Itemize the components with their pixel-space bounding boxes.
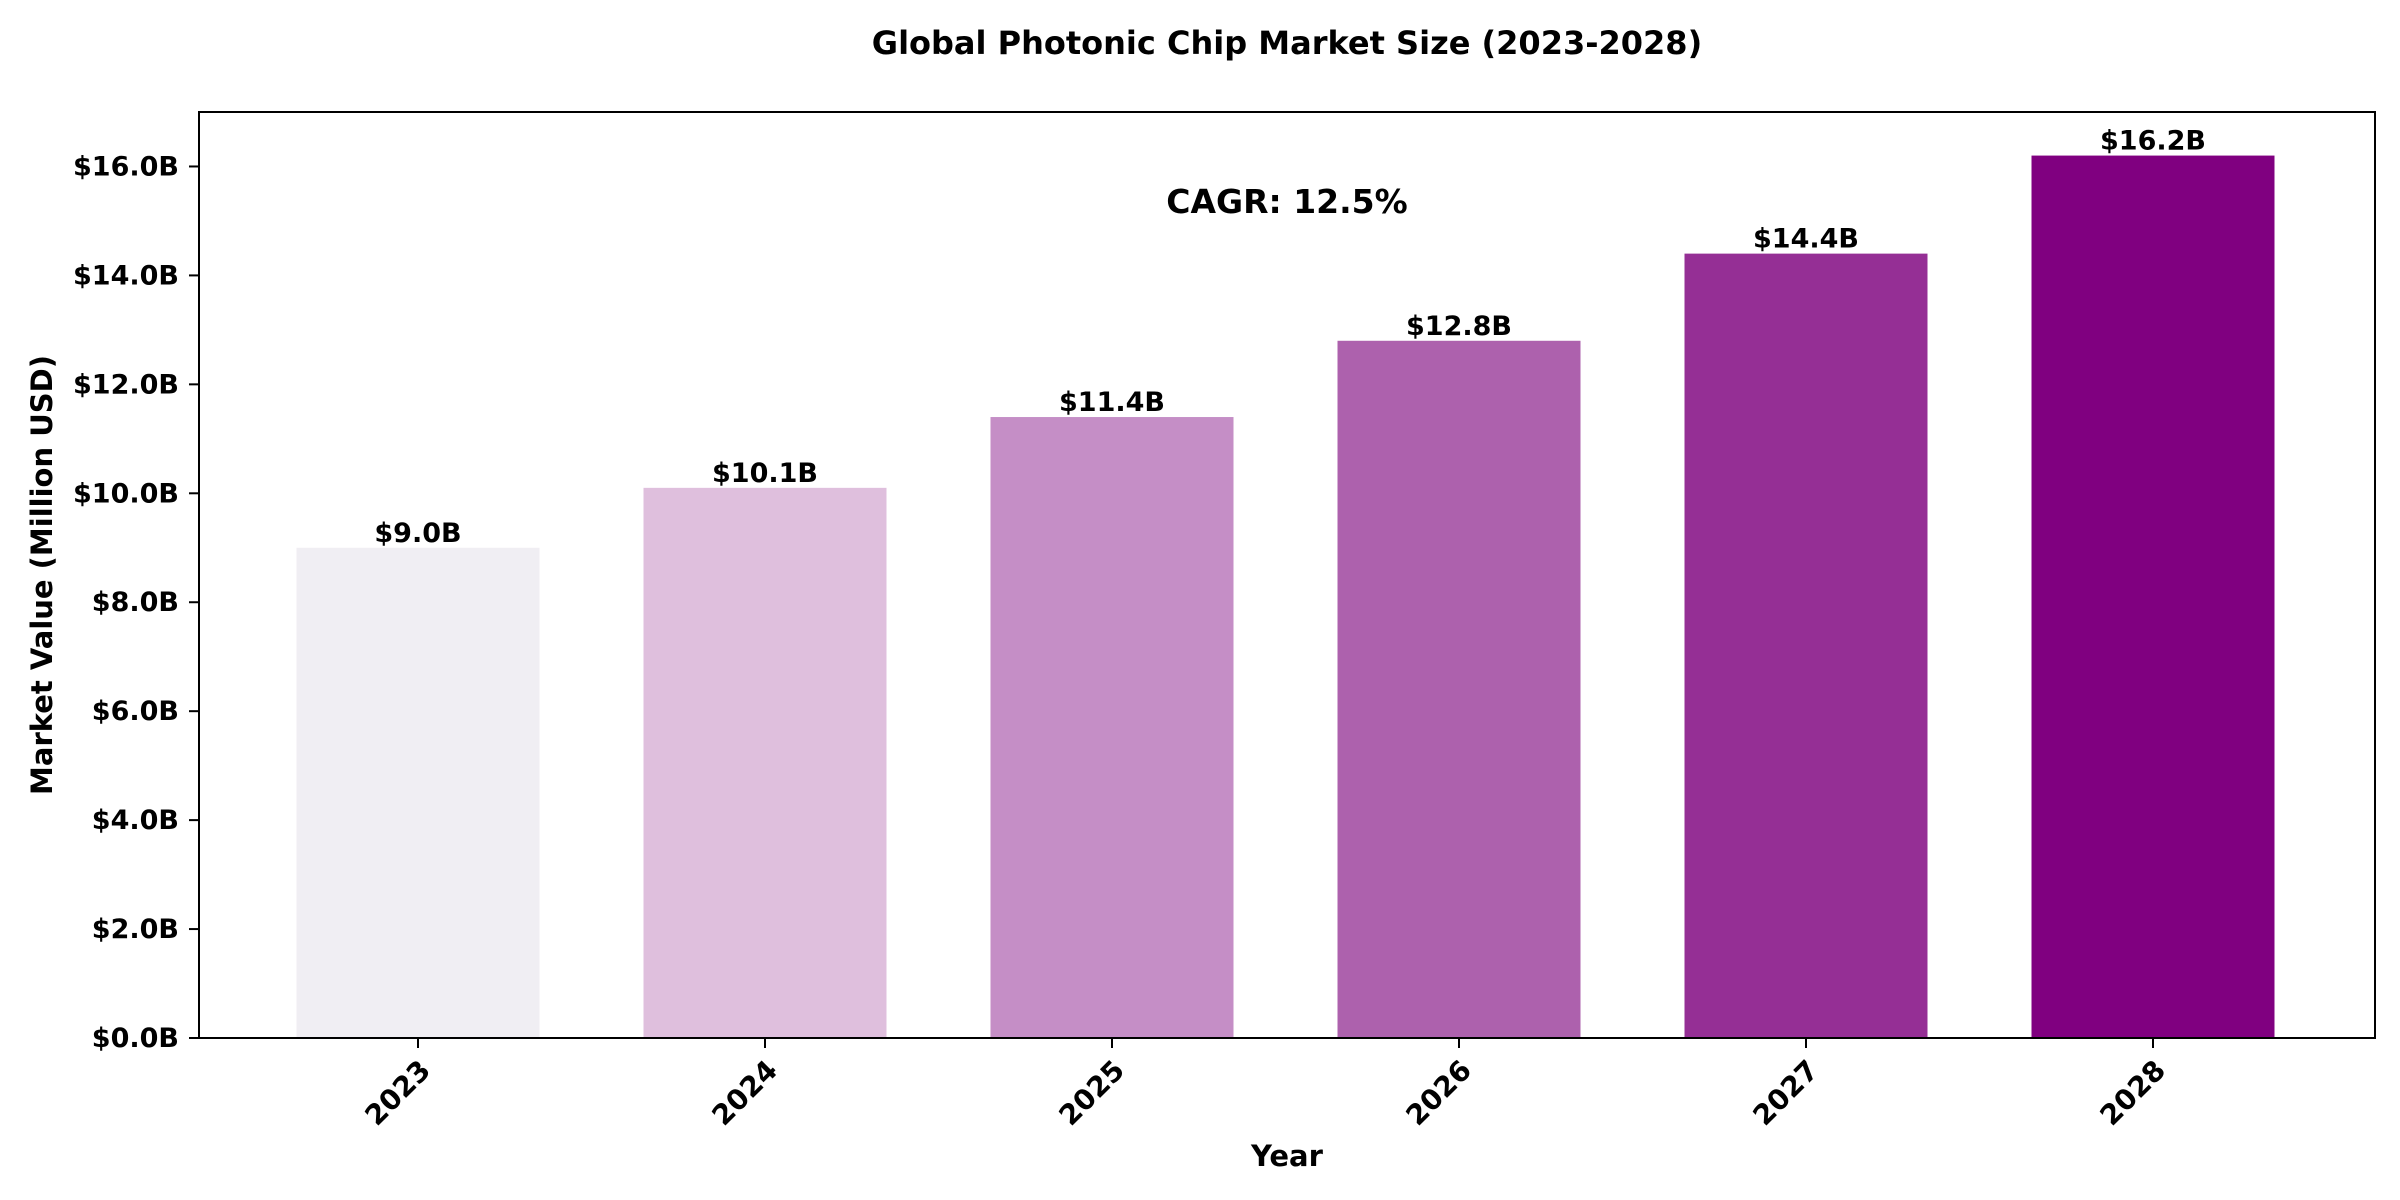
x-tick-label: 2027	[1747, 1054, 1825, 1132]
y-tick-label: $10.0B	[73, 478, 179, 509]
y-axis: $0.0B $2.0B $4.0B $6.0B $8.0B $10.0B $12.0B $14…	[73, 151, 199, 1054]
bar-2023	[296, 547, 540, 1038]
y-tick-label: $12.0B	[73, 369, 179, 400]
y-tick-label: $0.0B	[92, 1023, 179, 1054]
bar-2024	[643, 487, 887, 1038]
bar-2027	[1684, 253, 1928, 1038]
y-tick-label: $14.0B	[73, 260, 179, 291]
bar-value-label: $14.4B	[1753, 224, 1859, 255]
y-axis-label: Market Value (Million USD)	[25, 355, 59, 795]
bar-value-label: $16.2B	[2100, 126, 2206, 157]
x-tick-label: 2026	[1400, 1054, 1478, 1132]
x-tick-label: 2024	[706, 1054, 784, 1132]
y-tick-label: $8.0B	[92, 587, 179, 618]
bar-value-label: $10.1B	[712, 458, 818, 489]
bar-2026	[1337, 340, 1581, 1038]
cagr-annotation: CAGR: 12.5%	[1166, 182, 1407, 221]
plot-frame	[198, 111, 2376, 1039]
y-tick-label: $16.0B	[73, 151, 179, 182]
bars	[296, 155, 2275, 1039]
y-tick-label: $6.0B	[92, 696, 179, 727]
bar-2025	[990, 417, 1234, 1039]
chart-title: Global Photonic Chip Market Size (2023-2…	[872, 24, 1702, 62]
x-tick-label: 2028	[2094, 1054, 2172, 1132]
x-axis: 2023 2024 2025 2026 2027 2028	[359, 1038, 2172, 1132]
y-tick-label: $4.0B	[92, 805, 179, 836]
y-tick-label: $2.0B	[92, 914, 179, 945]
bar-2028	[2031, 155, 2275, 1038]
x-tick-label: 2023	[359, 1054, 437, 1132]
bar-value-label: $12.8B	[1406, 311, 1512, 342]
x-axis-label: Year	[1250, 1139, 1324, 1173]
x-tick-label: 2025	[1053, 1054, 1131, 1132]
bar-value-label: $11.4B	[1059, 387, 1165, 418]
bar-value-labels: $9.0B $10.1B $11.4B $12.8B $14.4B $16.2B	[374, 126, 2206, 549]
bar-value-label: $9.0B	[374, 518, 461, 549]
